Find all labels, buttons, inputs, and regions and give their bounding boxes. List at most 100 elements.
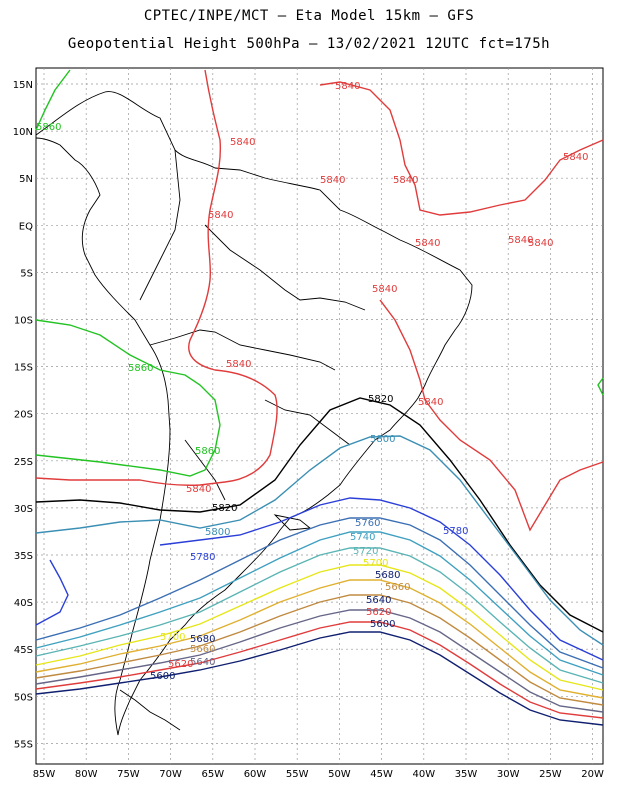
label-5840: 5840 xyxy=(508,235,533,246)
contour-5660 xyxy=(35,594,604,706)
label-5820: 5820 xyxy=(212,503,237,514)
label-5840: 5840 xyxy=(393,175,418,186)
lat-tick-label: 5N xyxy=(19,174,33,185)
lat-tick-label: 15N xyxy=(13,80,33,91)
lat-tick-label: 25S xyxy=(14,457,33,468)
label-5840: 5840 xyxy=(186,484,211,495)
lat-tick-label: 55S xyxy=(14,739,33,750)
lat-tick-label: 40S xyxy=(14,598,33,609)
label-5840: 5840 xyxy=(320,175,345,186)
contour-5680 xyxy=(35,579,604,699)
contour-5860-east xyxy=(597,377,604,396)
contour-5840-north xyxy=(319,81,604,216)
lon-tick-label: 70W xyxy=(159,769,182,780)
label-5860: 5860 xyxy=(128,363,153,374)
label-5780: 5780 xyxy=(190,552,215,563)
contour-5760 xyxy=(35,517,604,669)
lat-tick-label: 10S xyxy=(14,316,33,327)
contour-labels: 5840 5840 5840 5840 5840 5840 5840 5840 … xyxy=(36,81,588,682)
label-5680: 5680 xyxy=(190,634,215,645)
label-5680: 5680 xyxy=(375,570,400,581)
contour-5800 xyxy=(35,435,604,646)
lat-tick-label: 45S xyxy=(14,645,33,656)
label-5660: 5660 xyxy=(385,582,410,593)
label-5800: 5800 xyxy=(205,527,230,538)
border-line-5 xyxy=(184,439,226,501)
map-title: CPTEC/INPE/MCT – Eta Model 15km – GFS xyxy=(143,8,475,24)
label-5820: 5820 xyxy=(368,394,393,405)
label-5860: 5860 xyxy=(36,122,61,133)
border-line-2 xyxy=(204,224,366,311)
contours xyxy=(35,69,604,726)
label-5620: 5620 xyxy=(366,607,391,618)
contour-5840-west xyxy=(35,69,278,486)
label-5740: 5740 xyxy=(350,532,375,543)
map-frame xyxy=(35,67,604,765)
border-line-4 xyxy=(264,399,351,446)
contour-5640 xyxy=(35,609,604,713)
label-5860: 5860 xyxy=(195,446,220,457)
lon-tick-label: 25W xyxy=(539,769,562,780)
lon-tick-label: 40W xyxy=(412,769,435,780)
label-5840: 5840 xyxy=(563,152,588,163)
contour-5700 xyxy=(35,564,604,691)
contour-5620 xyxy=(35,621,604,719)
border-line-3 xyxy=(139,149,181,301)
lat-tick-label: 35S xyxy=(14,551,33,562)
label-5840: 5840 xyxy=(226,359,251,370)
label-5840: 5840 xyxy=(208,210,233,221)
lat-tick-label: EQ xyxy=(19,221,33,232)
lon-tick-label: 45W xyxy=(370,769,393,780)
label-5700: 5700 xyxy=(160,632,185,643)
coastlines xyxy=(35,91,473,736)
label-5600: 5600 xyxy=(150,671,175,682)
label-5600: 5600 xyxy=(370,619,395,630)
label-5840: 5840 xyxy=(528,238,553,249)
map-subtitle: Geopotential Height 500hPa – 13/02/2021 … xyxy=(67,36,551,52)
label-5620: 5620 xyxy=(168,659,193,670)
lon-tick-label: 85W xyxy=(33,769,56,780)
lon-tick-label: 60W xyxy=(244,769,267,780)
label-5640: 5640 xyxy=(190,657,215,668)
contour-5860-north xyxy=(35,69,71,131)
lon-tick-label: 30W xyxy=(497,769,520,780)
border-line xyxy=(149,329,336,371)
lon-tick-label: 20W xyxy=(581,769,604,780)
falklands xyxy=(273,514,312,531)
label-5840: 5840 xyxy=(230,137,255,148)
label-5840: 5840 xyxy=(335,81,360,92)
lon-tick-label: 55W xyxy=(286,769,309,780)
contour-5840-east xyxy=(379,299,604,532)
lon-tick-label: 50W xyxy=(328,769,351,780)
label-5760: 5760 xyxy=(355,518,380,529)
label-5700: 5700 xyxy=(363,558,388,569)
contour-5600 xyxy=(35,631,604,726)
contour-5780 xyxy=(35,497,604,661)
contour-5820 xyxy=(35,397,604,633)
label-5840: 5840 xyxy=(418,397,443,408)
lat-tick-label: 50S xyxy=(14,692,33,703)
lat-tick-label: 20S xyxy=(14,410,33,421)
tierra-del-fuego xyxy=(119,689,181,731)
lat-tick-label: 5S xyxy=(20,268,33,279)
contour-5720 xyxy=(35,547,604,684)
contour-5860-south xyxy=(35,319,221,477)
label-5660: 5660 xyxy=(190,644,215,655)
label-5800: 5800 xyxy=(370,434,395,445)
lat-tick-label: 30S xyxy=(14,504,33,515)
graticule xyxy=(36,68,603,764)
label-5720: 5720 xyxy=(353,546,378,557)
lat-tick-label: 10N xyxy=(13,127,33,138)
lon-tick-label: 35W xyxy=(455,769,478,780)
south-america-coast xyxy=(35,91,473,736)
lon-tick-label: 65W xyxy=(201,769,224,780)
label-5840: 5840 xyxy=(372,284,397,295)
axis-ticks: 15N10N5NEQ5S10S15S20S25S30S35S40S45S50S5… xyxy=(13,80,604,780)
lat-tick-label: 15S xyxy=(14,363,33,374)
contour-5740 xyxy=(35,531,604,676)
lon-tick-label: 75W xyxy=(117,769,140,780)
lon-tick-label: 80W xyxy=(75,769,98,780)
label-5780: 5780 xyxy=(443,526,468,537)
label-5640: 5640 xyxy=(366,595,391,606)
